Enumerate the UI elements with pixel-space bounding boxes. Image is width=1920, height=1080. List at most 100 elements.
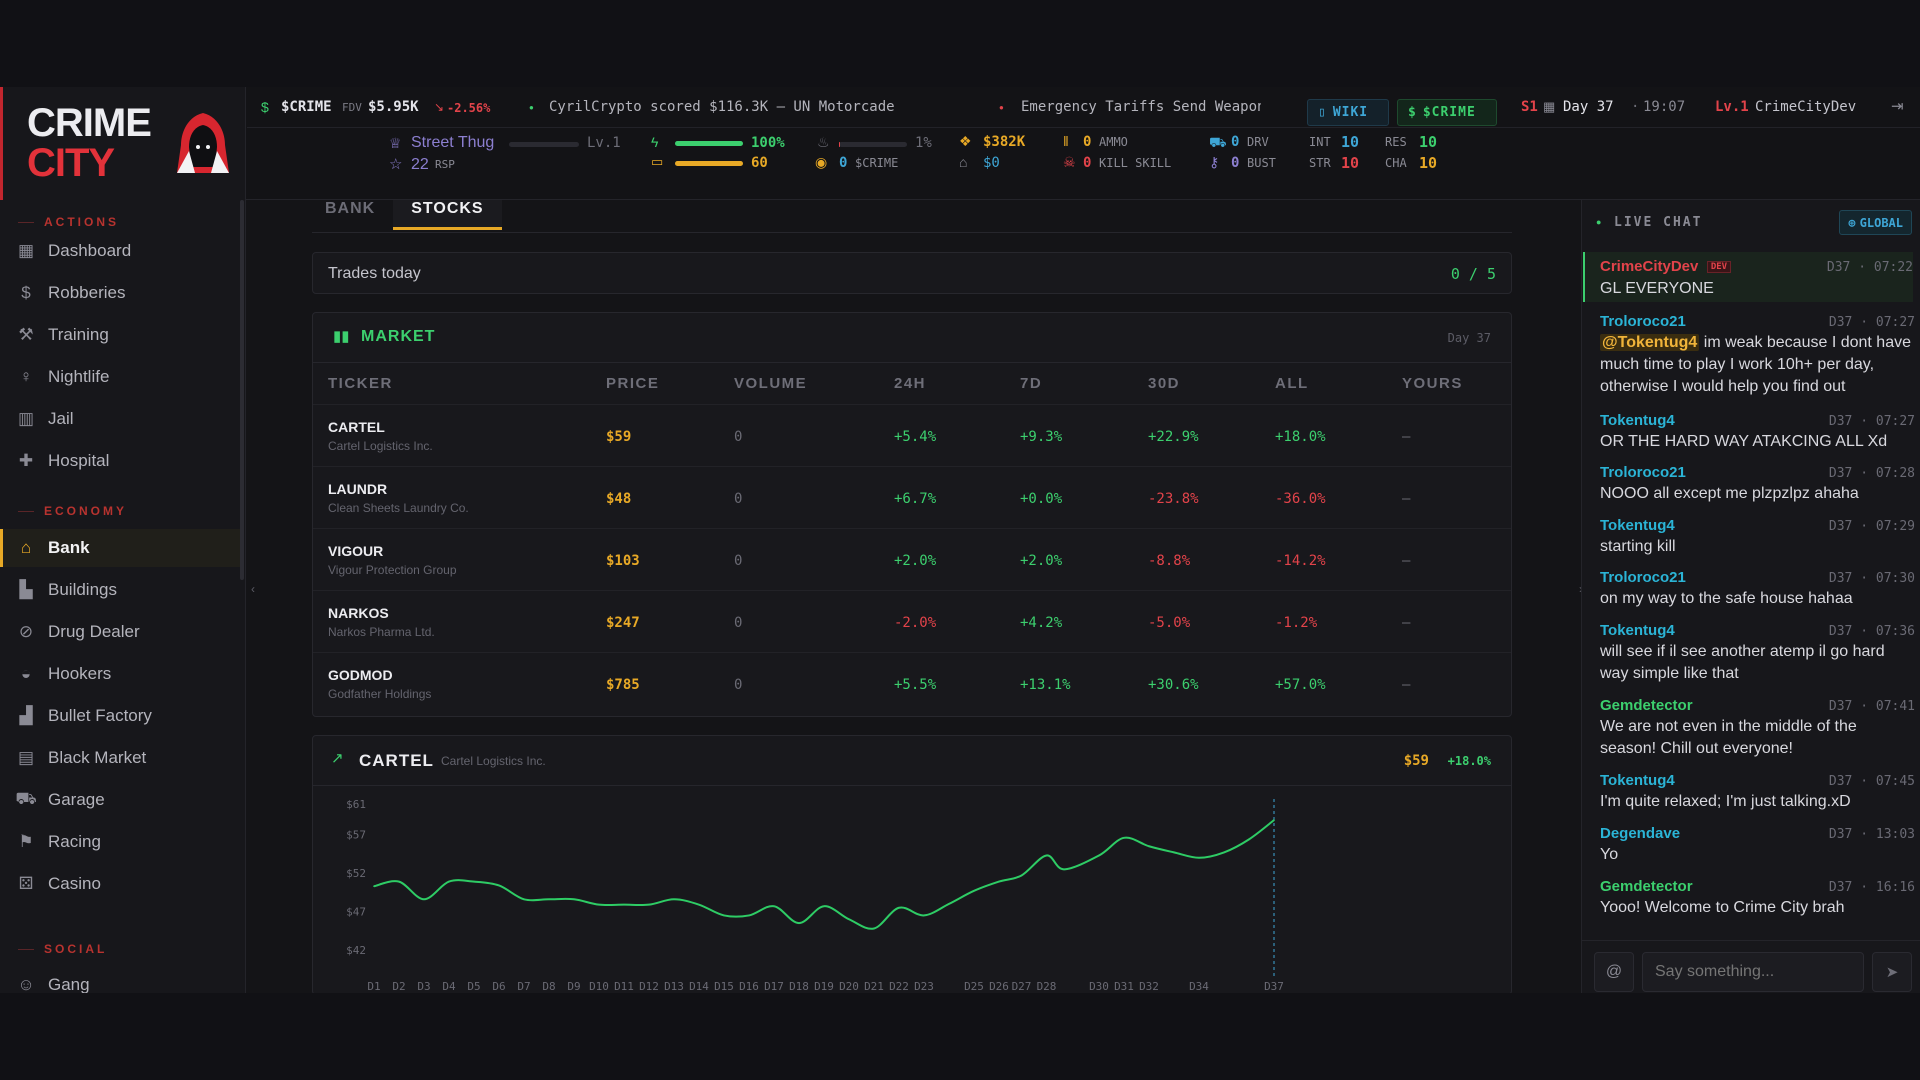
at-sign-icon: @ (1605, 963, 1623, 980)
tab-divider (312, 232, 1512, 233)
sidebar-item-jail[interactable]: ▥ Jail (0, 400, 240, 438)
price-data-point (923, 914, 925, 917)
sidebar-scrollbar[interactable] (240, 200, 244, 580)
row-yours: — (1402, 553, 1411, 569)
row-volume: 0 (734, 429, 743, 445)
logout-icon[interactable]: ⇥ (1891, 98, 1904, 115)
str-label: STR (1309, 156, 1331, 170)
mention-button[interactable]: @ (1594, 952, 1634, 992)
chat-username[interactable]: Tokentug4 (1600, 622, 1675, 639)
mention[interactable]: @Tokentug4 (1600, 334, 1700, 351)
y-tick-label: $52 (346, 867, 366, 880)
fdv-label: FDV (342, 101, 362, 114)
chat-username[interactable]: Tokentug4 (1600, 517, 1675, 534)
y-tick-label: $57 (346, 829, 366, 842)
chat-timestamp: D37 · 07:41 (1828, 699, 1915, 714)
sidebar-item-casino[interactable]: ⚄ Casino (0, 865, 240, 903)
coin-icon: $ (261, 99, 269, 115)
table-row[interactable]: CARTEL Cartel Logistics Inc. $59 0 +5.4%… (313, 404, 1511, 466)
table-row[interactable]: NARKOS Narkos Pharma Ltd. $247 0 -2.0% +… (313, 590, 1511, 652)
send-icon: ➤ (1885, 964, 1899, 981)
chat-username[interactable]: Troloroco21 (1600, 313, 1686, 330)
chat-username[interactable]: CrimeCityDev (1600, 258, 1699, 275)
row-7d: +4.2% (1020, 615, 1063, 631)
sidebar-item-hospital[interactable]: ✚ Hospital (0, 442, 240, 480)
price-data-point (648, 903, 650, 906)
chat-username[interactable]: Troloroco21 (1600, 464, 1686, 481)
price-line-chart[interactable]: $61 $57 $52 $47 $42 D1 D2 D3 D4 D5 D6 D7 D8 D9 D10 D11 D… (313, 787, 1511, 993)
sidebar-item-gang[interactable]: ☺ Gang (0, 966, 240, 993)
sidebar-item-dashboard[interactable]: ▦ Dashboard (0, 232, 240, 270)
news-item[interactable]: CyrilCrypto scored $116.3K — UN Motorcad… (549, 99, 895, 115)
logo[interactable]: CRIME CITY (0, 87, 246, 200)
news-dot-icon: ● (529, 103, 534, 112)
row-company: Godfather Holdings (328, 687, 432, 701)
stock-price: $59 (1403, 753, 1429, 769)
sidebar-item-robberies[interactable]: $ Robberies (0, 274, 240, 312)
price-data-point (698, 903, 700, 906)
market-day: Day 37 (1447, 331, 1491, 345)
sidebar-item-drug-dealer[interactable]: ⊘ Drug Dealer (0, 613, 240, 651)
crime-token-button[interactable]: $ $CRIME (1397, 99, 1497, 126)
sidebar-item-label: Garage (48, 790, 105, 809)
star-icon: ☆ (389, 156, 403, 173)
stock-chart-card: ↗ CARTEL Cartel Logistics Inc. $59 +18.0… (312, 735, 1512, 993)
news-item[interactable]: Emergency Tariffs Send Weapon Pr (1021, 99, 1261, 115)
row-24h: +6.7% (894, 491, 937, 507)
x-tick-label: D16 (739, 980, 759, 993)
tab-stocks[interactable]: STOCKS (393, 200, 502, 230)
chat-username[interactable]: Tokentug4 (1600, 772, 1675, 789)
chat-username[interactable]: Tokentug4 (1600, 412, 1675, 429)
tab-bank[interactable]: BANK (325, 200, 376, 217)
row-company: Narkos Pharma Ltd. (328, 625, 435, 639)
main-content: BANK STOCKS ‹ › Trades today 0 / 5 ▮▮ MA… (247, 200, 1583, 993)
sidebar-item-buildings[interactable]: ▙ Buildings (0, 571, 240, 609)
stock-company: Cartel Logistics Inc. (441, 754, 546, 768)
price-data-point (573, 898, 575, 901)
chat-timestamp: D37 · 07:27 (1828, 315, 1915, 330)
sidebar-item-bank[interactable]: ⌂ Bank (0, 529, 240, 567)
chat-scope-button[interactable]: ⊕ GLOBAL (1839, 210, 1912, 235)
row-30d: -8.8% (1148, 553, 1191, 569)
market-title: MARKET (361, 328, 436, 345)
market-header: ▮▮ MARKET Day 37 (313, 313, 1511, 363)
col-30d: 30D (1148, 375, 1181, 392)
table-row[interactable]: VIGOUR Vigour Protection Group $103 0 +2… (313, 528, 1511, 590)
bullet-icon: ‖ (1063, 133, 1069, 149)
chat-username[interactable]: Degendave (1600, 825, 1681, 842)
sidebar-item-garage[interactable]: ⛟ Garage (0, 781, 240, 819)
sidebar-item-label: Bullet Factory (48, 706, 152, 725)
bust-label: BUST (1247, 156, 1276, 170)
price-data-point (823, 905, 825, 907)
sidebar-item-hookers[interactable]: ◒ Hookers (0, 655, 240, 693)
energy-value: 100% (751, 135, 785, 151)
price-data-point (498, 884, 500, 887)
sidebar-item-racing[interactable]: ⚑ Racing (0, 823, 240, 861)
energy-bar (675, 141, 743, 146)
table-row[interactable]: GODMOD Godfather Holdings $785 0 +5.5% +… (313, 652, 1511, 714)
online-dot-icon: ● (1596, 217, 1602, 227)
price-data-point (473, 880, 475, 883)
collapse-sidebar-icon[interactable]: ‹ (251, 582, 255, 596)
price-data-point (1063, 868, 1065, 871)
top-bar: CRIME CITY $ $CRIME FDV $5.95K ↘ -2.56% … (0, 87, 1920, 200)
chat-username[interactable]: Gemdetector (1600, 697, 1693, 714)
sidebar-item-nightlife[interactable]: ♀ Nightlife (0, 358, 240, 396)
row-7d: +13.1% (1020, 677, 1071, 693)
username[interactable]: CrimeCityDev (1755, 99, 1857, 115)
chat-message: Tokentug4 D37 · 07:36 will see if il see… (1585, 622, 1915, 685)
cash-icon: ❖ (959, 133, 972, 149)
x-tick-label: D10 (589, 980, 609, 993)
chat-username[interactable]: Troloroco21 (1600, 569, 1686, 586)
wiki-button[interactable]: ▯ WIKI (1307, 99, 1389, 126)
price-data-point (1198, 856, 1200, 859)
sidebar-item-bullet-factory[interactable]: ▟ Bullet Factory (0, 697, 240, 735)
table-row[interactable]: LAUNDR Clean Sheets Laundry Co. $48 0 +6… (313, 466, 1511, 528)
chat-message-input[interactable] (1642, 952, 1864, 992)
send-button[interactable]: ➤ (1872, 952, 1912, 992)
chat-username[interactable]: Gemdetector (1600, 878, 1693, 895)
sidebar-item-black-market[interactable]: ▤ Black Market (0, 739, 240, 777)
sidebar-item-training[interactable]: ⚒ Training (0, 316, 240, 354)
chat-message: Tokentug4 D37 · 07:29 starting kill (1585, 517, 1915, 558)
x-tick-label: D31 (1114, 980, 1134, 993)
